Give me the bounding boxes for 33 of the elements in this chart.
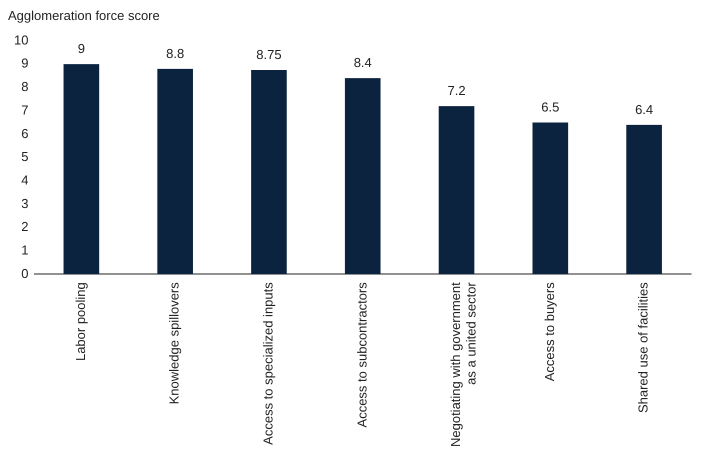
bar <box>251 70 287 274</box>
y-tick-label: 7 <box>21 102 28 118</box>
data-label: 6.4 <box>635 102 654 117</box>
bar <box>64 64 100 274</box>
data-label: 8.75 <box>256 47 282 62</box>
data-label: 8.8 <box>166 46 184 61</box>
data-label: 7.2 <box>447 83 466 98</box>
y-tick-label: 10 <box>14 32 28 48</box>
y-tick-label: 4 <box>21 172 28 188</box>
bar <box>344 78 381 274</box>
y-tick-label: 1 <box>21 242 28 258</box>
x-tick-label: Access to specialized inputs <box>260 282 276 445</box>
data-label: 8.4 <box>354 55 372 70</box>
data-label: 6.5 <box>541 100 560 115</box>
y-tick-label: 9 <box>21 56 28 71</box>
bar <box>157 68 193 274</box>
y-tick-label: 0 <box>21 266 28 281</box>
x-tick-label: Negotiating with government as a united sector <box>448 282 479 448</box>
y-axis-title: Agglomeration force score <box>8 8 161 23</box>
bar <box>438 106 474 274</box>
x-tick-label: Access to buyers <box>542 282 557 382</box>
y-tick-label: 3 <box>21 196 28 211</box>
data-label: 9 <box>78 41 85 56</box>
y-tick-label: 6 <box>21 126 28 141</box>
y-tick-label: 2 <box>21 219 28 234</box>
x-tick-label: Knowledge spillovers <box>166 282 182 404</box>
bar <box>532 122 568 274</box>
y-tick-label: 5 <box>21 149 28 164</box>
y-tick-label: 8 <box>21 79 28 94</box>
x-tick-label: Labor pooling <box>72 282 88 362</box>
x-tick-label: Shared use of facilities <box>636 282 651 414</box>
bar <box>626 124 662 274</box>
x-tick-label: Access to subcontractors <box>354 282 370 428</box>
